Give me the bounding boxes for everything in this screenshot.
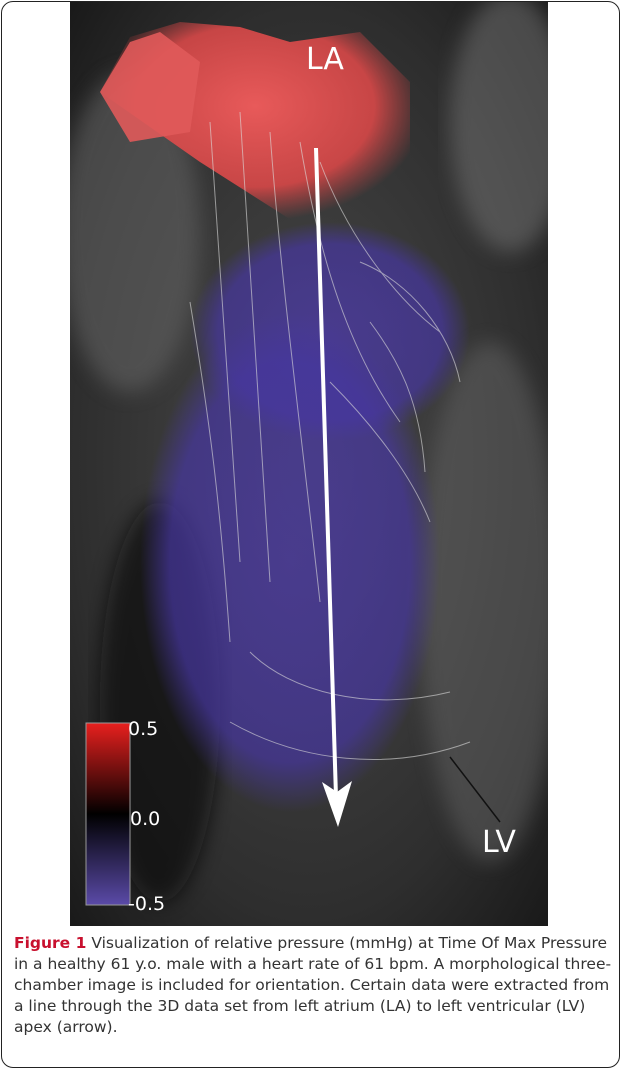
caption-label: Figure 1 — [14, 934, 87, 952]
label-lv: LV — [482, 825, 516, 860]
colorbar — [85, 722, 131, 906]
colorbar-tick: -0.5 — [128, 893, 165, 915]
caption: Figure 1 Visualization of relative press… — [14, 933, 612, 1038]
figure-image: LA LV 0.5 0.0 -0.5 — [70, 2, 548, 926]
label-la: LA — [306, 42, 344, 77]
caption-text: Visualization of relative pressure (mmHg… — [14, 934, 612, 1036]
colorbar-tick: 0.5 — [128, 718, 158, 740]
colorbar-tick: 0.0 — [130, 808, 160, 830]
